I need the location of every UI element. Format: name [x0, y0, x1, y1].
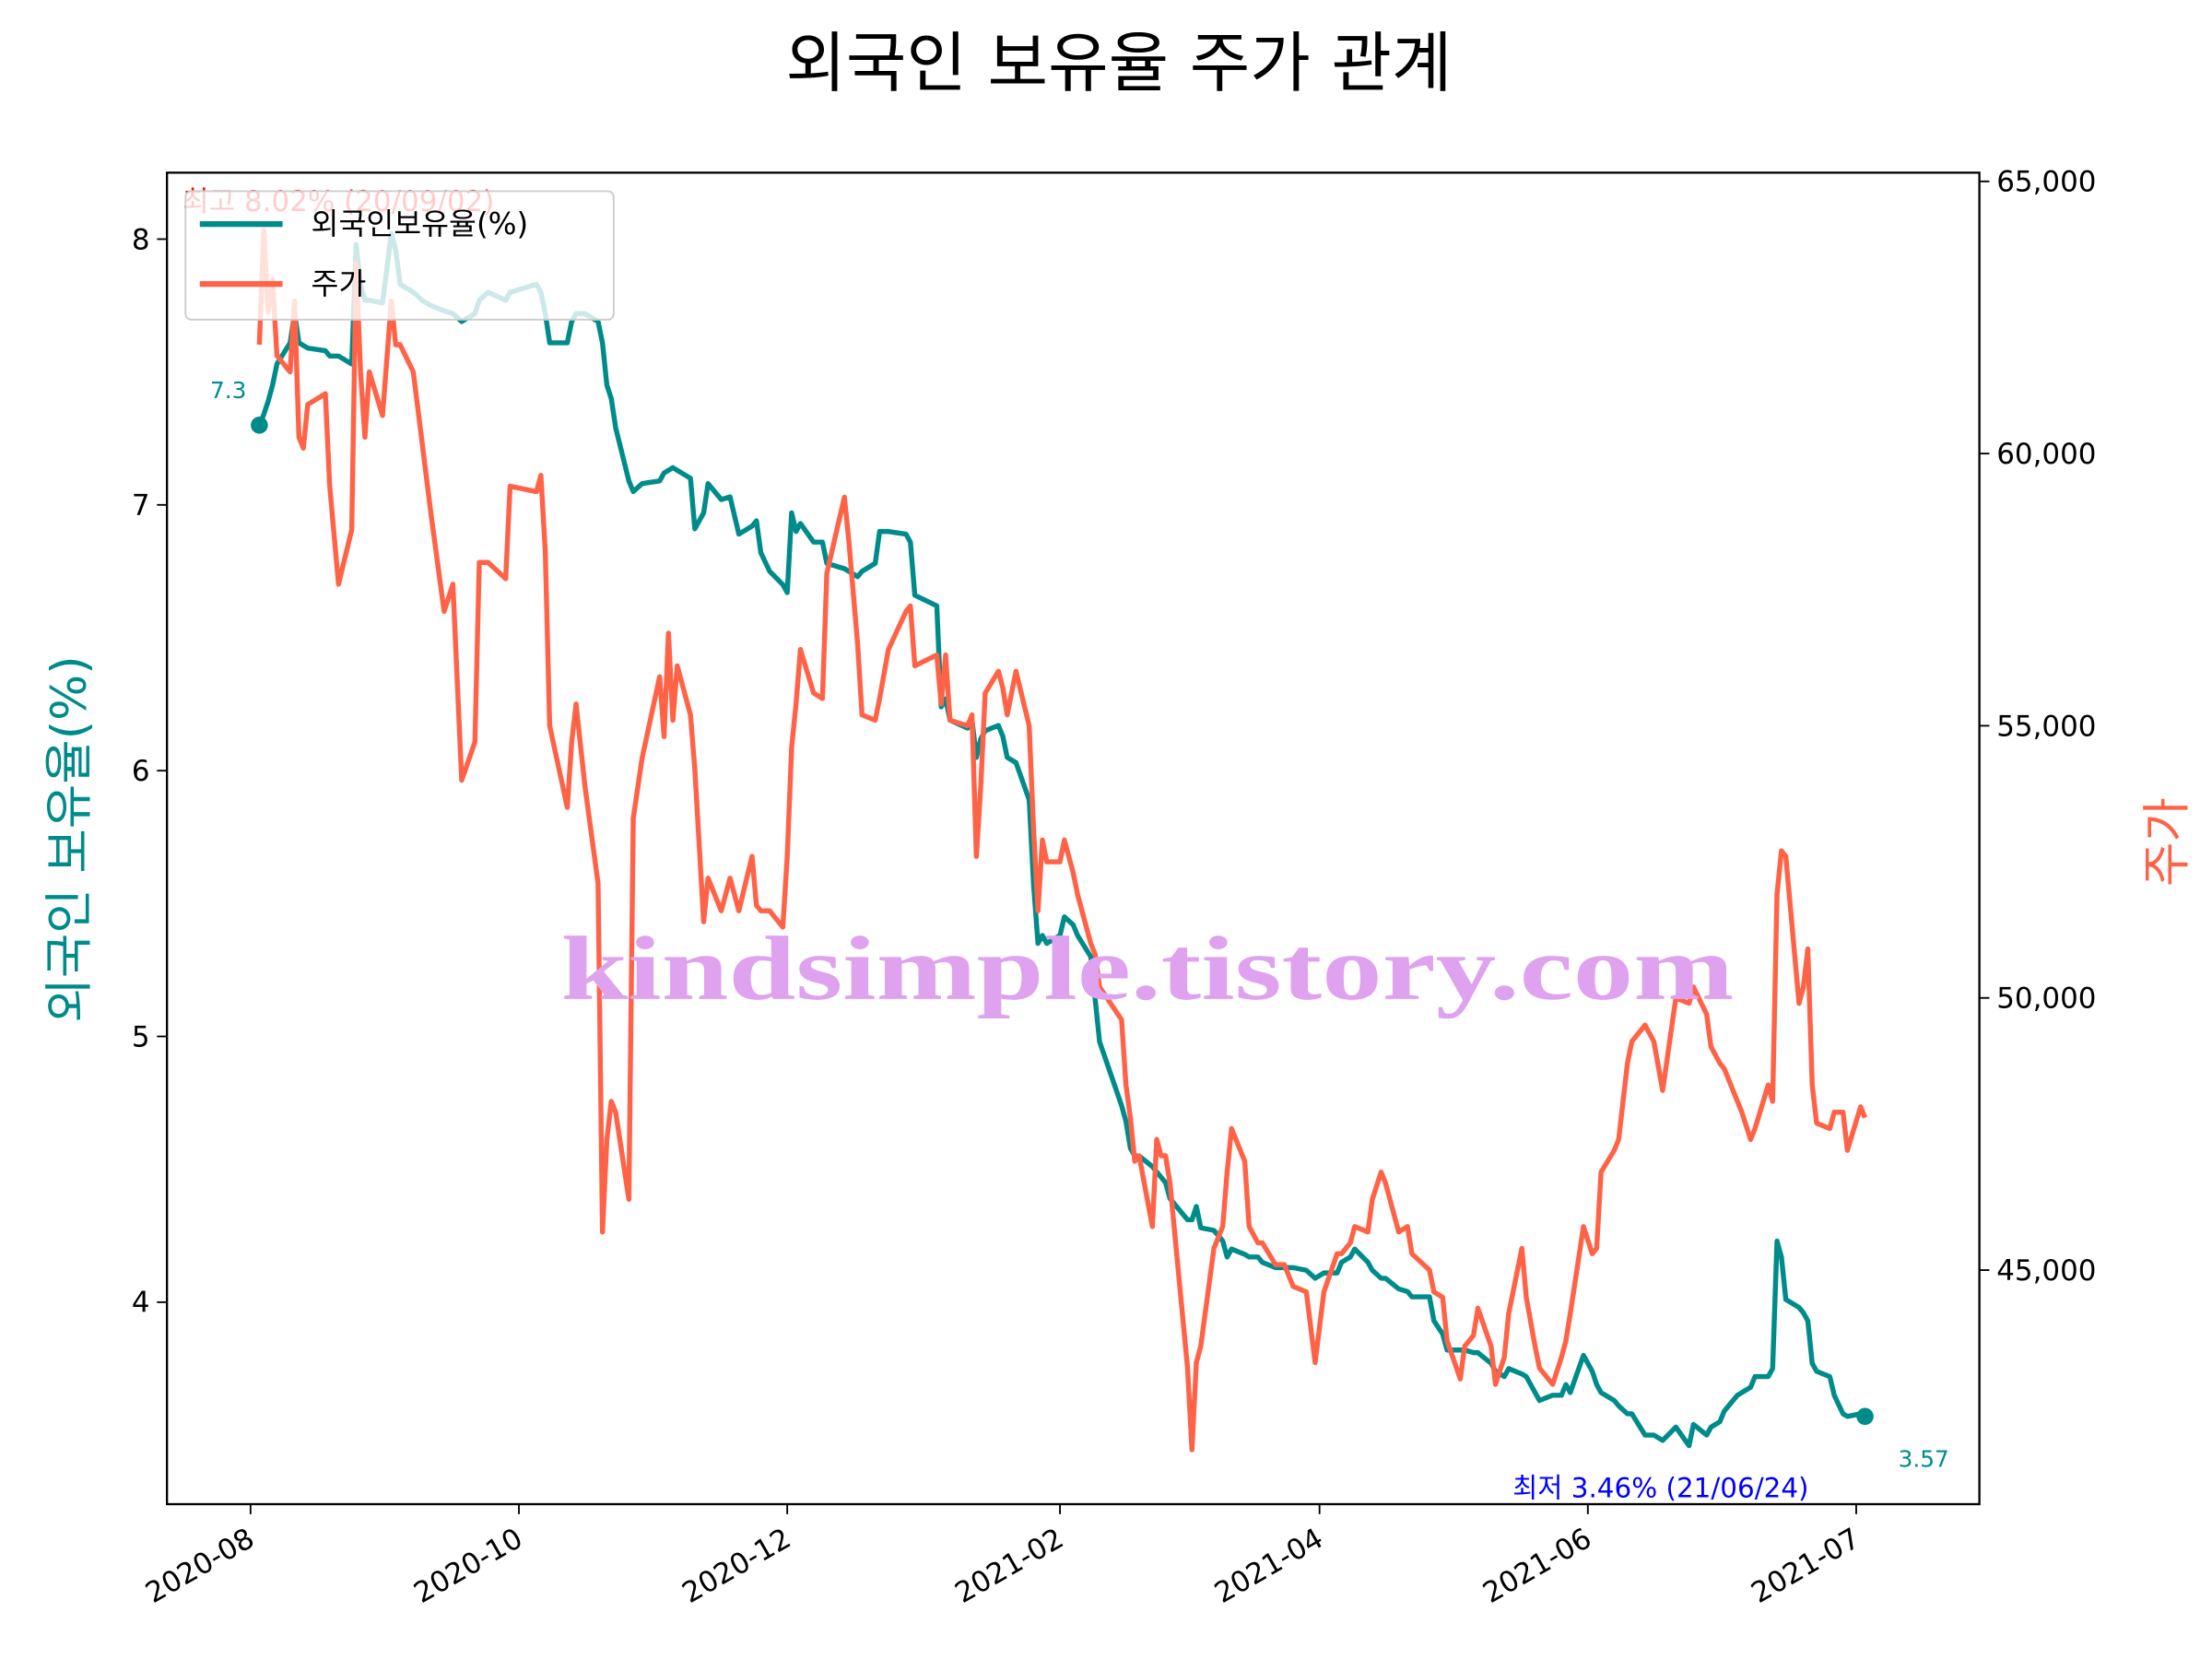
- chart-title: 외국인 보유율 주가 관계: [785, 25, 1452, 101]
- y2-tick-label: 45,000: [1996, 1254, 2096, 1288]
- series-line: [256, 228, 1868, 1453]
- point-marker: [1856, 1407, 1874, 1426]
- y2-tick-label: 60,000: [1996, 438, 2096, 471]
- annotation: 7.3: [210, 377, 246, 404]
- y2-tick-label: 55,000: [1996, 710, 2096, 743]
- y2-tick-label: 50,000: [1996, 982, 2096, 1016]
- watermark: kindsimple.tistory.com: [561, 919, 1735, 1019]
- y-tick-label: 7: [132, 489, 150, 523]
- legend-box: [184, 190, 615, 321]
- legend-label: 주가: [312, 266, 367, 301]
- legend-label: 외국인보유율(%): [312, 206, 529, 241]
- y2-axis-label: 주가: [2139, 797, 2195, 887]
- y-tick-label: 5: [132, 1020, 150, 1053]
- y2-tick-label: 65,000: [1996, 166, 2096, 199]
- plot-frame: [165, 171, 1981, 1506]
- annotation: 최저 3.46% (21/06/24): [1512, 1472, 1808, 1503]
- annotation: 3.57: [1899, 1446, 1949, 1473]
- y-tick-label: 6: [132, 755, 150, 788]
- y-axis-label: 외국인 보유율(%): [41, 655, 98, 1022]
- y-tick-label: 4: [132, 1287, 150, 1320]
- y-tick-label: 8: [132, 223, 150, 256]
- point-marker: [251, 416, 268, 434]
